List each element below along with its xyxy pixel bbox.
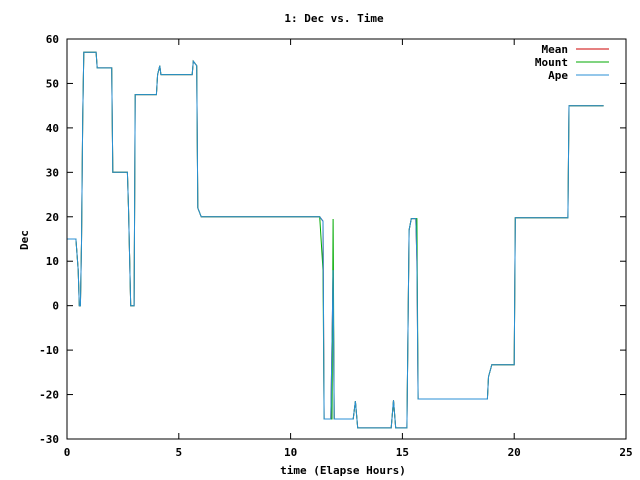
y-tick-label: -30 xyxy=(39,433,59,446)
y-tick-label: 40 xyxy=(46,122,59,135)
x-tick-label: 15 xyxy=(396,446,409,459)
axis-ticks: 0 5 10 15 20 25 -30 -20 -10 0 10 20 30 40 50 60 xyxy=(39,33,633,459)
chart-title: 1: Dec vs. Time xyxy=(284,12,384,25)
y-tick-label: 50 xyxy=(46,77,59,90)
series-layer xyxy=(67,51,604,429)
y-tick-label: 60 xyxy=(46,33,59,46)
x-tick-label: 25 xyxy=(619,446,632,459)
y-tick-label: 20 xyxy=(46,211,59,224)
legend-label-ape: Ape xyxy=(548,69,568,82)
series-line-ape xyxy=(67,51,604,429)
x-tick-label: 20 xyxy=(508,446,521,459)
x-tick-label: 10 xyxy=(284,446,297,459)
plot-frame xyxy=(66,38,627,440)
y-tick-label: 30 xyxy=(46,166,59,179)
series-line-mean xyxy=(67,51,604,429)
legend-label-mean: Mean xyxy=(542,43,569,56)
x-tick-label: 0 xyxy=(64,446,71,459)
legend-label-mount: Mount xyxy=(535,56,568,69)
x-tick-label: 5 xyxy=(175,446,182,459)
y-tick-label: 10 xyxy=(46,255,59,268)
y-tick-label: -10 xyxy=(39,344,59,357)
y-tick-label: 0 xyxy=(52,300,59,313)
x-axis-label: time (Elapse Hours) xyxy=(280,464,406,477)
series-line-mount xyxy=(67,51,604,429)
y-tick-label: -20 xyxy=(39,389,59,402)
y-axis-label: Dec xyxy=(18,230,31,250)
